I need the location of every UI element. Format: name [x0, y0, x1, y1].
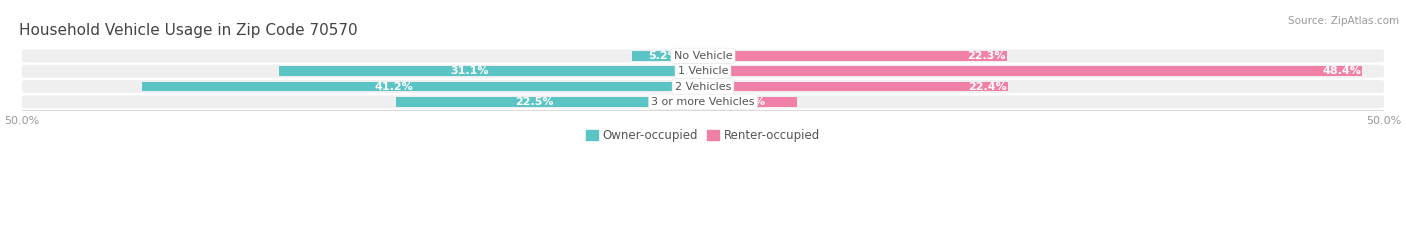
Legend: Owner-occupied, Renter-occupied: Owner-occupied, Renter-occupied: [581, 124, 825, 147]
Text: No Vehicle: No Vehicle: [673, 51, 733, 61]
Text: 22.4%: 22.4%: [969, 82, 1007, 92]
Bar: [396, 97, 703, 107]
FancyBboxPatch shape: [21, 65, 1385, 78]
Text: 41.2%: 41.2%: [375, 82, 413, 92]
Text: 3 or more Vehicles: 3 or more Vehicles: [651, 97, 755, 107]
Bar: [703, 51, 1007, 61]
Text: 5.2%: 5.2%: [648, 51, 679, 61]
Text: 6.9%: 6.9%: [734, 97, 765, 107]
Bar: [280, 66, 703, 76]
Text: 2 Vehicles: 2 Vehicles: [675, 82, 731, 92]
Text: 22.3%: 22.3%: [967, 51, 1005, 61]
FancyBboxPatch shape: [21, 80, 1385, 93]
Bar: [703, 82, 1008, 91]
Text: 31.1%: 31.1%: [451, 66, 489, 76]
FancyBboxPatch shape: [21, 49, 1385, 62]
Bar: [633, 51, 703, 61]
Bar: [142, 82, 703, 91]
FancyBboxPatch shape: [21, 96, 1385, 108]
Text: Source: ZipAtlas.com: Source: ZipAtlas.com: [1288, 16, 1399, 26]
Text: 1 Vehicle: 1 Vehicle: [678, 66, 728, 76]
Text: 22.5%: 22.5%: [515, 97, 554, 107]
Bar: [703, 66, 1362, 76]
Bar: [703, 97, 797, 107]
Text: 48.4%: 48.4%: [1323, 66, 1361, 76]
Text: Household Vehicle Usage in Zip Code 70570: Household Vehicle Usage in Zip Code 7057…: [20, 23, 357, 38]
